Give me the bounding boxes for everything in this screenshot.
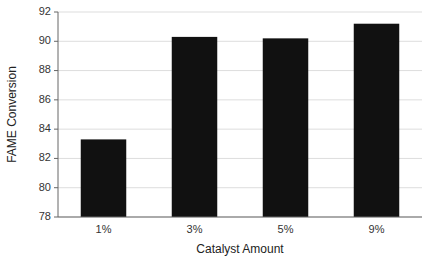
bar (81, 139, 127, 217)
y-tick (54, 217, 58, 218)
y-tick-label: 82 (39, 151, 51, 163)
x-tick-label: 3% (187, 223, 203, 235)
y-tick (54, 70, 58, 71)
y-tick-label: 80 (39, 181, 51, 193)
page: {"chart_data": {"type": "bar", "categori… (0, 0, 436, 261)
grid-line (58, 12, 422, 13)
y-tick (54, 129, 58, 130)
y-tick-label: 84 (39, 122, 51, 134)
x-axis-title: Catalyst Amount (196, 242, 284, 256)
y-tick-label: 86 (39, 93, 51, 105)
x-tick-label: 9% (369, 223, 385, 235)
y-tick-label: 88 (39, 63, 51, 75)
y-tick (54, 158, 58, 159)
x-axis-line (58, 217, 422, 218)
x-tick-label: 1% (96, 223, 112, 235)
bar (354, 24, 400, 217)
x-tick-label: 5% (278, 223, 294, 235)
y-tick (54, 99, 58, 100)
y-tick (54, 12, 58, 13)
y-tick-label: 90 (39, 34, 51, 46)
chart-container: 78 80 82 84 86 88 90 92 1% 3% 5% 9% Catalyst Amount F… (0, 0, 436, 261)
y-tick (54, 41, 58, 42)
y-tick (54, 187, 58, 188)
y-tick-label: 92 (39, 5, 51, 17)
grid-line (58, 217, 422, 218)
bar (263, 38, 309, 217)
y-axis-title: FAME Conversion (5, 66, 19, 163)
bar (172, 37, 218, 217)
y-tick-label: 78 (39, 210, 51, 222)
grid (58, 12, 422, 217)
x-axis: 1% 3% 5% 9% (96, 223, 385, 235)
y-axis: 78 80 82 84 86 88 90 92 (39, 5, 58, 222)
chart-svg: 78 80 82 84 86 88 90 92 1% 3% 5% 9% Catalyst Amount F… (0, 0, 436, 261)
bars (81, 24, 400, 217)
y-axis-line (58, 12, 59, 217)
